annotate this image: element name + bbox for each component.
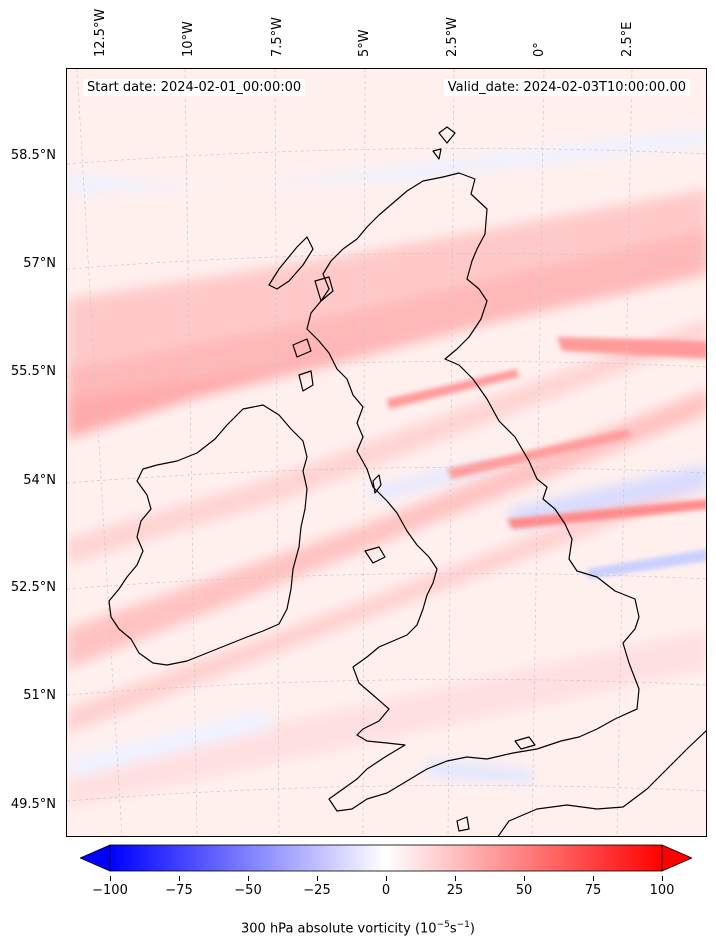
lon-label-12-5w: 12.5°W	[93, 8, 108, 57]
colorbar-tick-label: 50	[515, 883, 533, 898]
vorticity-streak-1	[557, 337, 706, 359]
colorbar-label-end: )	[469, 921, 475, 937]
colorbar-tick-label: 75	[584, 883, 602, 898]
colorbar-min-arrow	[80, 844, 111, 872]
coast-orkney	[432, 126, 456, 160]
vorticity-map	[67, 69, 706, 836]
colorbar-label: 300 hPa absolute vorticity (10−5s−1)	[0, 920, 716, 936]
coast-mull	[292, 338, 312, 358]
vorticity-band-6	[67, 469, 706, 734]
colorbar-label-main: 300 hPa absolute vorticity (10	[241, 921, 437, 937]
lon-label-5w: 5°W	[357, 29, 372, 57]
start-date-label: Start date: 2024-02-01_00:00:00	[83, 79, 306, 96]
vorticity-band-4	[67, 389, 706, 669]
coast-ireland	[108, 404, 308, 666]
coast-isle-of-wight	[514, 736, 536, 750]
coast-skye	[314, 276, 334, 302]
vorticity-band-5	[67, 319, 706, 564]
lat-label-55-5n: 55.5°N	[10, 364, 56, 379]
coast-anglesey	[364, 546, 386, 564]
coast-great-britain	[306, 172, 640, 812]
lat-label-49-5n: 49.5°N	[10, 797, 56, 812]
colorbar-label-exp1: −5	[436, 920, 450, 930]
coastlines	[108, 126, 706, 836]
colorbar-tick-mark	[662, 876, 663, 881]
colorbar-label-exp2: −1	[456, 920, 470, 930]
colorbar	[80, 844, 692, 872]
vorticity-band-3	[67, 334, 397, 439]
colorbar-tick-label: −50	[234, 883, 262, 898]
colorbar-tick-mark	[455, 876, 456, 881]
colorbar-tick-mark	[179, 876, 180, 881]
colorbar-tick-label: −100	[92, 883, 128, 898]
lat-label-51n: 51°N	[23, 688, 56, 703]
lat-label-58-5n: 58.5°N	[10, 148, 56, 163]
graticule	[67, 69, 706, 836]
coast-outer-hebrides	[268, 236, 314, 290]
colorbar-gradient	[109, 844, 663, 872]
coast-islay	[298, 370, 314, 392]
colorbar-tick-label: 0	[381, 883, 391, 898]
vorticity-streak-2	[507, 499, 706, 529]
colorbar-tick-label: −25	[303, 883, 331, 898]
colorbar-max-arrow	[661, 844, 692, 872]
coast-isle-of-man	[372, 474, 382, 494]
vorticity-neg-2	[507, 464, 706, 529]
lon-label-2-5e: 2.5°E	[620, 21, 635, 57]
lon-label-2-5w: 2.5°W	[445, 16, 460, 57]
coast-france	[497, 730, 706, 836]
lon-label-10w: 10°W	[181, 21, 196, 57]
coast-channel-islands	[456, 816, 470, 832]
lon-label-7-5w: 7.5°W	[270, 16, 285, 57]
vorticity-field	[67, 129, 706, 809]
colorbar-tick-mark	[110, 876, 111, 881]
vorticity-streaks	[387, 337, 706, 579]
lat-label-57n: 57°N	[23, 256, 56, 271]
colorbar-tick-label: −75	[165, 883, 193, 898]
vorticity-streak-5	[587, 549, 706, 579]
colorbar-tick-mark	[593, 876, 594, 881]
vorticity-band-7	[67, 629, 706, 809]
colorbar-tick-mark	[248, 876, 249, 881]
vorticity-neg-5	[67, 709, 272, 779]
lat-label-54n: 54°N	[23, 473, 56, 488]
map-panel: Start date: 2024-02-01_00:00:00 Valid_da…	[66, 68, 707, 837]
colorbar-tick-mark	[524, 876, 525, 881]
lon-label-0: 0°	[532, 42, 547, 57]
vorticity-streak-4	[387, 369, 519, 409]
colorbar-label-mid: s	[449, 921, 457, 937]
colorbar-tick-label: 25	[446, 883, 464, 898]
vorticity-streak-3	[447, 429, 632, 479]
colorbar-tick-mark	[317, 876, 318, 881]
vorticity-neg-4	[427, 759, 537, 784]
colorbar-tick-mark	[386, 876, 387, 881]
lat-label-52-5n: 52.5°N	[10, 580, 56, 595]
vorticity-neg-1	[67, 129, 706, 194]
valid-date-label: Valid_date: 2024-02-03T10:00:00.00	[443, 79, 690, 96]
colorbar-tick-label: 100	[649, 883, 675, 898]
